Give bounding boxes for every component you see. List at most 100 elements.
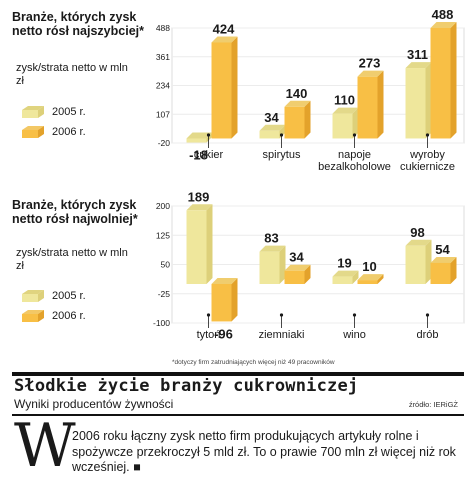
data-label: -96 xyxy=(214,326,233,341)
subheadline: Wyniki producentów żywności xyxy=(14,397,174,411)
category-label: cukier xyxy=(194,149,224,161)
bar-2005-top xyxy=(259,245,286,252)
y-tick-label: 125 xyxy=(156,230,170,240)
bar-2006-side xyxy=(450,22,457,139)
bar-2005-side xyxy=(279,245,286,284)
category-label: cukiernicze xyxy=(400,161,455,173)
data-label: 140 xyxy=(286,86,308,101)
article-text: 2006 roku łączny zysk netto firm produku… xyxy=(72,429,456,474)
data-label: 273 xyxy=(359,56,381,71)
subheadline-rule xyxy=(12,414,464,416)
category-label: drób xyxy=(416,329,438,341)
bar-2006 xyxy=(211,278,238,322)
category-label: spirytus xyxy=(263,149,301,161)
bar-2006 xyxy=(284,264,311,284)
bar-2005-front xyxy=(186,210,207,284)
bar-2005-top xyxy=(405,239,432,246)
bar-2005 xyxy=(259,245,286,284)
bar-2005-side xyxy=(425,62,432,139)
bar-2006-top xyxy=(357,274,384,281)
category-label: bezalkoholowe xyxy=(318,161,391,173)
category-label: ziemniaki xyxy=(259,329,305,341)
bar-2005-side xyxy=(352,270,359,284)
legend-label-2005: 2005 r. xyxy=(52,106,86,118)
bar-2005 xyxy=(332,107,359,139)
bar-2005 xyxy=(332,270,359,284)
data-label: 83 xyxy=(264,231,278,246)
bar-2006-top xyxy=(430,256,457,263)
category-pointer-dot xyxy=(352,313,357,317)
bar-2005 xyxy=(186,132,213,143)
bar-2006-front xyxy=(284,270,305,284)
y-tick-label: -25 xyxy=(158,289,171,299)
data-label: 34 xyxy=(264,110,279,125)
bar-2005 xyxy=(405,239,432,284)
y-tick-label: 107 xyxy=(156,109,170,119)
legend-swatch-2006 xyxy=(22,126,44,138)
bar-2005-top xyxy=(186,132,213,139)
y-tick-label: 488 xyxy=(156,23,170,33)
footnote: *dotyczy firm zatrudniających więcej niż… xyxy=(172,359,335,366)
data-label: 19 xyxy=(337,256,351,271)
top-chart-title: Branże, których zysk netto rósł najszybc… xyxy=(12,10,144,38)
bottom-chart-panel: Branże, których zysk netto rósł najwolni… xyxy=(0,188,470,370)
headline: Słodkie życie branży cukrowniczej xyxy=(14,376,359,396)
bar-2006-top xyxy=(430,22,457,28)
bar-2006-front xyxy=(430,28,451,139)
category-pointer-dot xyxy=(279,133,284,137)
bar-2006-front xyxy=(357,280,378,284)
data-label: 488 xyxy=(432,7,454,22)
bar-2006-top xyxy=(284,264,311,271)
bar-2006-side xyxy=(377,70,384,139)
bar-2006-front xyxy=(430,262,451,284)
bar-2005 xyxy=(186,204,213,284)
top-chart-panel: Branże, których zysk netto rósł najszybc… xyxy=(0,0,470,185)
bar-2006 xyxy=(357,274,384,284)
category-label: napoje xyxy=(338,149,371,161)
top-bar-chart: -20 107 234 361 488 -18 424 cukier 34 140 spirytus… xyxy=(156,7,465,173)
bottom-legend-2005: 2005 r. xyxy=(22,290,86,302)
bar-2005-front xyxy=(259,130,280,139)
bar-2005-side xyxy=(206,204,213,284)
legend-swatch-2006 xyxy=(22,310,44,322)
legend-swatch-2005 xyxy=(22,106,44,118)
y-tick-label: 234 xyxy=(156,81,170,91)
top-legend-2005: 2005 r. xyxy=(22,106,86,118)
category-pointer-dot xyxy=(425,133,430,137)
bar-2006-top xyxy=(284,100,311,107)
bottom-legend-2006: 2006 r. xyxy=(22,310,86,322)
data-label: 10 xyxy=(362,259,376,274)
headline-rule xyxy=(12,372,464,376)
legend-swatch-2005 xyxy=(22,290,44,302)
category-pointer-dot xyxy=(279,313,284,317)
bar-2006-front xyxy=(284,106,305,139)
y-tick-label: 200 xyxy=(156,201,170,211)
top-chart-unit: zysk/strata netto w mln zł xyxy=(16,62,128,87)
bar-2006-front xyxy=(357,76,378,139)
bar-2006-top xyxy=(357,70,384,77)
category-label: wino xyxy=(342,329,366,341)
source-note: źródło: IERiGŻ xyxy=(408,400,458,409)
bar-2005-front xyxy=(186,138,207,143)
top-legend-2006: 2006 r. xyxy=(22,126,86,138)
bar-2006 xyxy=(430,256,457,284)
data-label: 54 xyxy=(435,242,450,257)
bar-2005-side xyxy=(352,107,359,139)
bar-2005-top xyxy=(186,204,213,211)
bar-2005-top xyxy=(332,270,359,277)
y-tick-label: 361 xyxy=(156,52,170,62)
bar-2005-front xyxy=(259,251,280,284)
bar-2006-side xyxy=(231,278,238,322)
category-label: wyroby xyxy=(409,149,445,161)
bar-2005-side xyxy=(206,132,213,143)
legend-label-2006: 2006 r. xyxy=(52,310,86,322)
bar-2005-side xyxy=(425,239,432,284)
y-tick-label: 50 xyxy=(161,260,171,270)
y-tick-label: -20 xyxy=(158,138,171,148)
bar-2005-top xyxy=(259,124,286,131)
bar-2005-top xyxy=(332,107,359,114)
bar-2006-front xyxy=(211,42,232,139)
bottom-chart-title: Branże, których zysk netto rósł najwolni… xyxy=(12,198,138,226)
bar-2006-side xyxy=(304,264,311,284)
